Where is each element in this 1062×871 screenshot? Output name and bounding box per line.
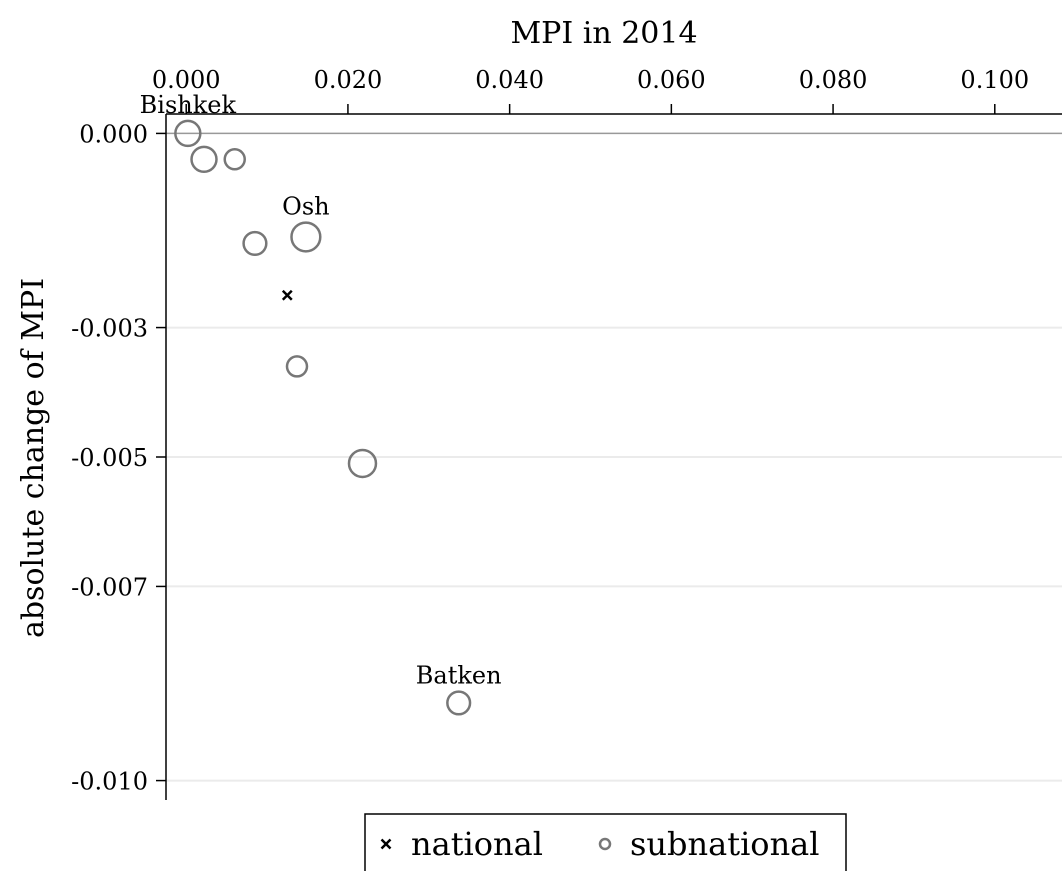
x-tick-label-0: 0.000	[152, 66, 221, 94]
point-label-batken: Batken	[416, 662, 502, 690]
legend-national-label: national	[411, 825, 543, 863]
subnational-point	[242, 230, 268, 257]
legend-box	[364, 813, 847, 871]
axes-layer: 0.000 0.020 0.040 0.060 0.080 0.100 0.000 -0.00…	[71, 66, 1062, 800]
marks-layer	[174, 119, 472, 716]
point-label-bishkek: Bishkek	[140, 91, 237, 119]
legend: national subnational	[364, 813, 847, 871]
x-tick-label-3: 0.060	[637, 66, 706, 94]
legend-national-marker	[380, 838, 392, 850]
legend-subnational-label: subnational	[630, 825, 819, 863]
y-tick-label-0: 0.000	[79, 120, 148, 148]
subnational-point	[290, 221, 322, 253]
y-tick-label-3: -0.007	[71, 573, 148, 601]
subnational-point	[223, 148, 246, 171]
national-point	[281, 289, 293, 301]
point-label-osh: Osh	[282, 193, 329, 221]
grid-layer	[166, 132, 1062, 782]
subnational-point	[174, 119, 202, 148]
subnational-point	[285, 355, 309, 378]
legend-subnational-marker	[598, 837, 612, 851]
labels-layer: Bishkek Osh Batken	[140, 91, 502, 690]
subnational-point	[446, 690, 472, 716]
x-tick-label-1: 0.020	[314, 66, 383, 94]
y-tick-label-4: -0.010	[71, 768, 148, 796]
x-tick-label-4: 0.080	[799, 66, 868, 94]
y-tick-label-1: -0.003	[71, 315, 148, 343]
subnational-point	[190, 145, 218, 174]
y-axis-title: absolute change of MPI	[16, 278, 51, 638]
x-tick-label-2: 0.040	[475, 66, 544, 94]
national-point-stroke-b	[281, 289, 293, 301]
subnational-point	[347, 448, 378, 479]
x-axis-title: MPI in 2014	[510, 16, 697, 51]
x-tick-label-5: 0.100	[960, 66, 1029, 94]
y-tick-label-2: -0.005	[71, 444, 148, 472]
